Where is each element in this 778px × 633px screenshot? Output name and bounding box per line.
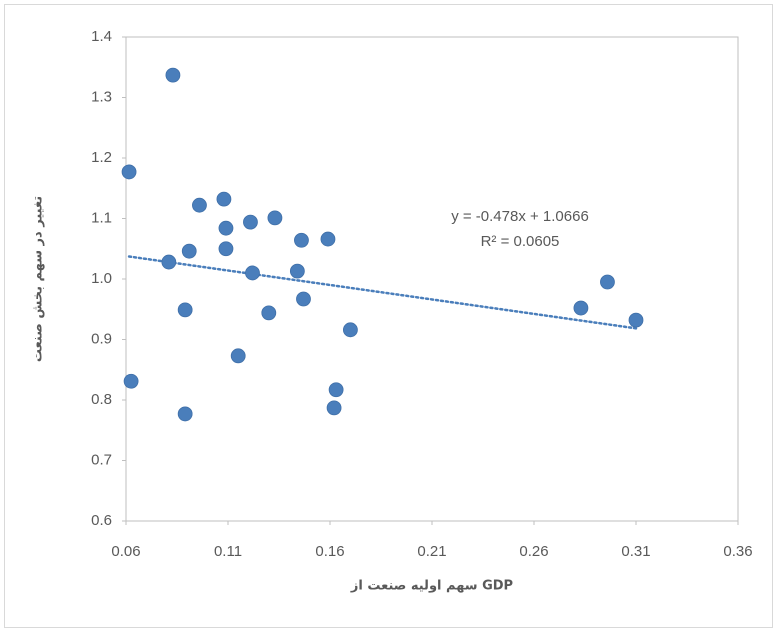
point — [243, 214, 258, 230]
point — [192, 197, 207, 213]
point — [328, 382, 344, 398]
y-tick-label: 0.6 — [91, 512, 112, 529]
point — [296, 291, 311, 307]
trendline — [127, 255, 638, 330]
point — [230, 348, 246, 364]
point — [289, 263, 305, 279]
point — [181, 243, 197, 259]
point — [342, 322, 358, 338]
y-tick-label: 1.3 — [91, 88, 112, 105]
y-tick-label: 1.0 — [91, 270, 112, 287]
point — [600, 274, 615, 290]
x-tick-label: 0.06 — [111, 543, 140, 560]
point — [628, 312, 644, 328]
point — [123, 373, 139, 389]
chart-border — [4, 4, 773, 628]
point — [573, 300, 589, 316]
point — [320, 231, 336, 247]
x-tick-label: 0.16 — [315, 543, 344, 560]
point — [267, 210, 283, 226]
y-tick-label: 1.2 — [91, 149, 112, 166]
point — [216, 191, 232, 207]
trendline-equation: y = -0.478x + 1.0666 — [451, 208, 589, 225]
point — [326, 400, 342, 416]
point — [165, 67, 181, 83]
point — [245, 265, 260, 281]
y-axis-title: تغییر در سهم بخش صنعت — [31, 196, 46, 362]
point — [218, 241, 234, 257]
x-tick-label: 0.26 — [519, 543, 548, 560]
x-tick-label: 0.11 — [214, 543, 242, 560]
x-axis-title: سهم اولیه صنعت از GDP — [350, 579, 513, 594]
point — [177, 406, 193, 422]
trendline-r-squared: R² = 0.0605 — [481, 233, 560, 250]
point — [294, 232, 309, 248]
point — [177, 302, 193, 318]
point — [161, 254, 177, 270]
x-tick-label: 0.36 — [723, 543, 752, 560]
x-tick-label: 0.21 — [417, 543, 446, 560]
y-tick-label: 0.7 — [91, 451, 112, 468]
y-tick-label: 0.8 — [91, 391, 112, 408]
point — [218, 220, 234, 236]
point — [261, 305, 277, 321]
y-tick-label: 0.9 — [91, 330, 112, 347]
y-tick-label: 1.4 — [91, 28, 112, 45]
x-tick-label: 0.31 — [621, 543, 650, 560]
y-tick-label: 1.1 — [91, 209, 112, 226]
point — [121, 164, 137, 180]
